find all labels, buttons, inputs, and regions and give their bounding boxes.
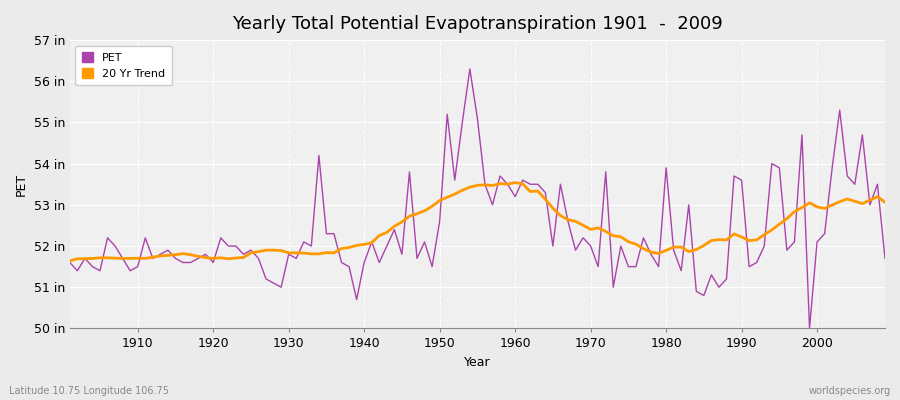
Text: worldspecies.org: worldspecies.org (809, 386, 891, 396)
20 Yr Trend (65, 258, 76, 263)
20 Yr Trend (608, 233, 618, 238)
20 Yr Trend (125, 256, 136, 261)
PET (518, 178, 528, 182)
Line: PET: PET (70, 69, 885, 328)
Line: 20 Yr Trend: 20 Yr Trend (70, 183, 885, 261)
PET (125, 268, 136, 273)
PET (804, 326, 814, 331)
20 Yr Trend (518, 182, 528, 186)
PET (65, 260, 76, 265)
PET (291, 256, 302, 261)
20 Yr Trend (291, 250, 302, 255)
Legend: PET, 20 Yr Trend: PET, 20 Yr Trend (76, 46, 172, 86)
X-axis label: Year: Year (464, 356, 491, 369)
PET (879, 256, 890, 261)
PET (608, 285, 618, 290)
20 Yr Trend (502, 182, 513, 186)
PET (509, 194, 520, 199)
Y-axis label: PET: PET (15, 173, 28, 196)
20 Yr Trend (336, 246, 346, 251)
20 Yr Trend (509, 180, 520, 185)
Title: Yearly Total Potential Evapotranspiration 1901  -  2009: Yearly Total Potential Evapotranspiratio… (232, 15, 723, 33)
Text: Latitude 10.75 Longitude 106.75: Latitude 10.75 Longitude 106.75 (9, 386, 169, 396)
20 Yr Trend (879, 200, 890, 205)
PET (464, 66, 475, 71)
PET (336, 260, 346, 265)
